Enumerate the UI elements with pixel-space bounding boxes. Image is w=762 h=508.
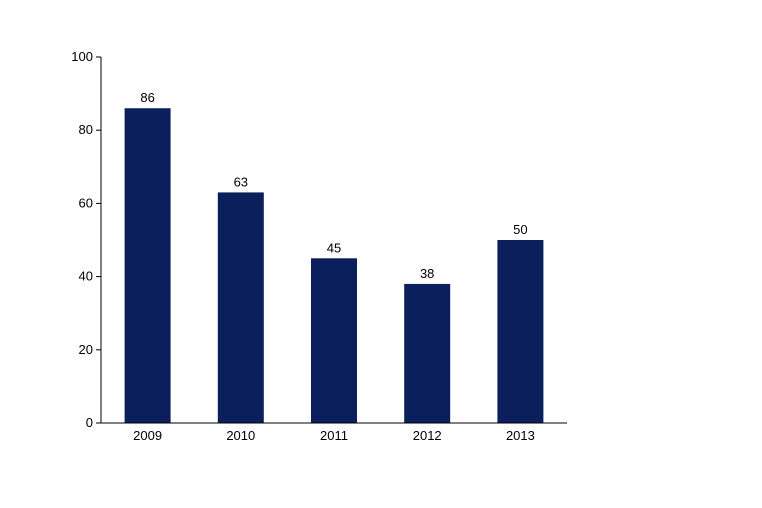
y-tick-label: 40 bbox=[79, 269, 93, 284]
x-tick-label-2010: 2010 bbox=[226, 428, 255, 443]
data-label-2011: 45 bbox=[327, 240, 341, 255]
data-labels: 86 63 45 38 50 bbox=[140, 90, 527, 281]
bar-2012 bbox=[404, 283, 451, 423]
x-tick-label-2013: 2013 bbox=[506, 428, 535, 443]
y-tick-label: 20 bbox=[79, 342, 93, 357]
y-tick-label: 80 bbox=[79, 122, 93, 137]
data-label-2013: 50 bbox=[513, 222, 527, 237]
bars bbox=[124, 108, 544, 424]
y-tick-label: 0 bbox=[86, 415, 93, 430]
x-tick-label-2009: 2009 bbox=[133, 428, 162, 443]
bar-2009 bbox=[124, 108, 171, 424]
bar-2010 bbox=[217, 192, 264, 423]
x-axis-labels: 2009 2010 2011 2012 2013 bbox=[133, 428, 535, 443]
bar-2011 bbox=[311, 258, 357, 423]
y-tick-label: 60 bbox=[79, 195, 93, 210]
bar-2013 bbox=[497, 240, 544, 423]
x-tick-label-2011: 2011 bbox=[320, 428, 348, 443]
data-label-2012: 38 bbox=[420, 266, 434, 281]
data-label-2009: 86 bbox=[140, 90, 154, 105]
y-axis-ticks: 0 20 40 60 80 100 bbox=[71, 49, 101, 430]
x-tick-label-2012: 2012 bbox=[413, 428, 442, 443]
data-label-2010: 63 bbox=[234, 174, 248, 189]
y-tick-label: 100 bbox=[71, 49, 93, 64]
